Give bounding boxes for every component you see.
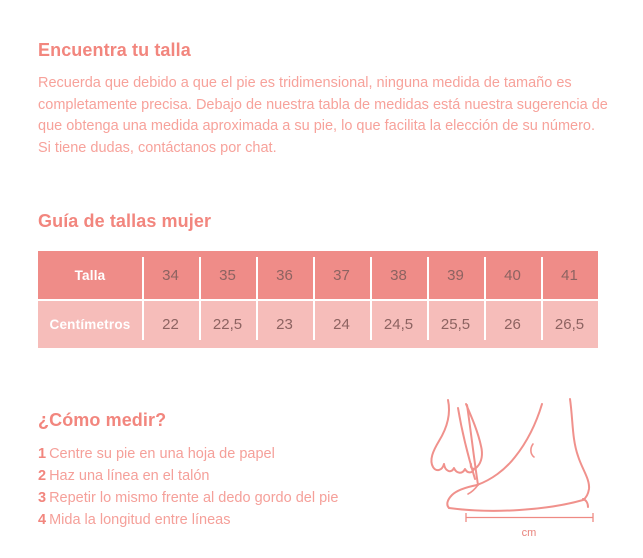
size-cell: 34 <box>162 266 179 284</box>
table-column-divider <box>484 257 486 340</box>
table-column-divider <box>313 257 315 340</box>
foot-measuring-illustration: cm <box>430 398 594 539</box>
step-text: Mida la longitud entre líneas <box>49 512 231 528</box>
cm-cell: 22,5 <box>212 316 243 333</box>
size-cell: 41 <box>561 266 578 284</box>
step-number: 1 <box>38 446 47 462</box>
table-column-divider <box>541 257 543 340</box>
measure-step: 1 Centre su pie en una hoja de papel <box>38 443 398 465</box>
size-cell: 39 <box>447 266 464 284</box>
cm-cell: 25,5 <box>440 316 471 333</box>
dimension-line <box>465 513 594 522</box>
size-cell: 35 <box>219 266 236 284</box>
row-label-talla: Talla <box>74 267 106 283</box>
cm-cell: 24,5 <box>383 316 414 333</box>
how-to-measure-title: ¿Cómo medir? <box>38 410 167 430</box>
size-cell: 38 <box>390 266 407 284</box>
table-row-sizes: Talla 34 35 36 37 38 39 40 41 <box>38 251 598 299</box>
cm-cell: 26,5 <box>554 316 585 333</box>
row-label-centimetros: Centímetros <box>49 317 131 332</box>
cm-cell: 24 <box>333 316 350 333</box>
step-text: Repetir lo mismo frente al dedo gordo de… <box>49 490 339 506</box>
measure-steps-list: 1 Centre su pie en una hoja de papel 2 Haz… <box>38 443 398 531</box>
cm-unit-label: cm <box>522 527 537 539</box>
size-cell: 40 <box>504 266 521 284</box>
cm-cell: 22 <box>162 316 179 333</box>
size-cell: 37 <box>333 266 350 284</box>
cm-cell: 26 <box>504 316 521 333</box>
step-text: Centre su pie en una hoja de papel <box>49 446 275 462</box>
size-cell: 36 <box>276 266 293 284</box>
size-table-title: Guía de tallas mujer <box>38 211 212 231</box>
table-column-divider <box>199 257 201 340</box>
measure-step: 3 Repetir lo mismo frente al dedo gordo d… <box>38 487 398 509</box>
step-text: Haz una línea en el talón <box>49 468 210 484</box>
measure-step: 4 Mida la longitud entre líneas <box>38 509 398 531</box>
intro-paragraph: Recuerda que debido a que el pie es trid… <box>38 75 608 156</box>
table-column-divider <box>142 257 144 340</box>
table-row-centimeters: Centímetros 22 22,5 23 24 24,5 25,5 26 2… <box>38 299 598 348</box>
page-title: Encuentra tu talla <box>38 40 191 60</box>
cm-cell: 23 <box>276 316 293 333</box>
step-number: 4 <box>38 512 47 528</box>
foot-pencil-drawing <box>430 398 591 512</box>
table-column-divider <box>370 257 372 340</box>
size-table: Talla 34 35 36 37 38 39 40 41 Centímetro… <box>38 251 598 348</box>
step-number: 2 <box>38 468 47 484</box>
step-number: 3 <box>38 490 47 506</box>
table-column-divider <box>427 257 429 340</box>
measure-step: 2 Haz una línea en el talón <box>38 465 398 487</box>
table-column-divider <box>256 257 258 340</box>
